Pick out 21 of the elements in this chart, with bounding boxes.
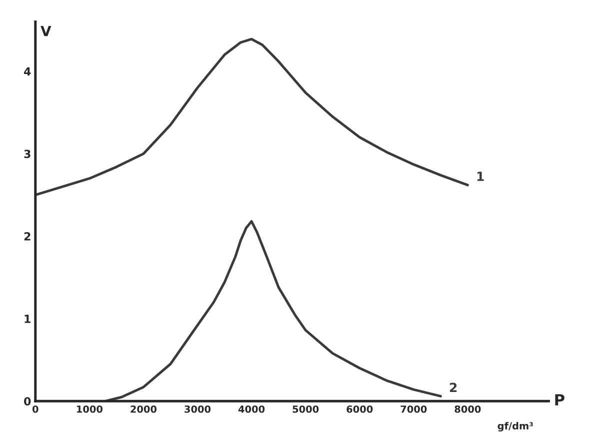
x-tick-label: 6000 bbox=[346, 405, 373, 413]
x-tick-label: 7000 bbox=[400, 405, 427, 413]
y-tick-label: 3 bbox=[24, 150, 30, 158]
y-axis-title: V bbox=[40, 26, 52, 36]
y-tick-label: 0 bbox=[24, 397, 31, 406]
line-series bbox=[35, 38, 469, 196]
x-tick-label: 4000 bbox=[238, 405, 265, 413]
y-tick-label: 1 bbox=[24, 314, 30, 323]
x-tick-label: 0 bbox=[32, 405, 38, 413]
text: gf/dm³ bbox=[498, 422, 533, 432]
line-series bbox=[104, 220, 442, 402]
x-tick-label: 2000 bbox=[130, 405, 157, 413]
x-tick-label: 1000 bbox=[77, 405, 102, 413]
x-tick-label: 5000 bbox=[292, 405, 319, 413]
x-tick-label: 3000 bbox=[184, 405, 211, 413]
series-label: 1 bbox=[477, 172, 484, 181]
series-label: 2 bbox=[450, 382, 457, 392]
y-tick-label: 2 bbox=[24, 232, 30, 240]
y-tick-label: 4 bbox=[24, 67, 31, 76]
x-axis-title: P bbox=[555, 394, 564, 406]
x-tick-label: 8000 bbox=[454, 405, 481, 413]
